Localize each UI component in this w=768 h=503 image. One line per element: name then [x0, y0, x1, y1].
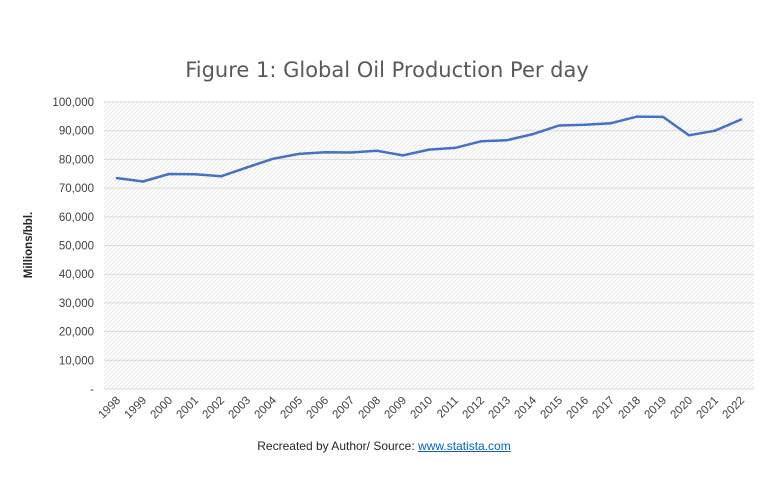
- x-tick-label: 2017: [591, 395, 618, 422]
- x-tick-label: 2001: [175, 395, 202, 422]
- y-tick-label: 20,000: [59, 327, 94, 339]
- y-tick-label: 80,000: [59, 154, 94, 166]
- data-point: [739, 118, 743, 121]
- x-tick-label: 1999: [123, 395, 150, 422]
- y-tick-label: 90,000: [59, 126, 94, 138]
- data-point: [141, 180, 145, 183]
- data-point: [531, 132, 535, 136]
- y-tick-label: 30,000: [59, 298, 94, 310]
- x-tick-label: 2022: [721, 395, 748, 422]
- x-tick-label: 2004: [253, 394, 280, 421]
- x-tick-label: 2015: [539, 395, 566, 422]
- gridlines: [104, 101, 754, 390]
- source-text: Recreated by Author/ Source:: [257, 439, 419, 453]
- y-axis-ticks: - 10,000 20,000 30,000 40,000 50,000 60,000 70,…: [52, 97, 94, 396]
- chart-title: Figure 1: Global Oil Production Per day: [185, 58, 589, 82]
- x-tick-label: 2005: [279, 395, 306, 422]
- x-tick-label: 2003: [227, 395, 254, 422]
- data-point: [427, 148, 431, 151]
- data-point: [219, 175, 223, 178]
- y-tick-label: 100,000: [52, 97, 94, 109]
- x-tick-label: 2012: [461, 395, 488, 422]
- y-tick-label: 60,000: [59, 212, 94, 224]
- data-point: [635, 115, 639, 118]
- data-point: [505, 138, 509, 142]
- x-tick-label: 2011: [435, 395, 461, 421]
- x-tick-label: 2006: [305, 395, 332, 422]
- data-point: [453, 146, 457, 150]
- data-point: [193, 173, 197, 176]
- x-tick-label: 2002: [201, 395, 228, 422]
- source-note: Recreated by Author/ Source: www.statist…: [0, 439, 768, 453]
- x-tick-label: 2000: [149, 395, 176, 422]
- y-tick-label: -: [90, 384, 94, 396]
- data-point: [297, 152, 301, 156]
- x-tick-label: 2019: [643, 395, 670, 422]
- data-point: [271, 157, 275, 161]
- data-point: [661, 115, 665, 119]
- x-tick-label: 2018: [617, 395, 644, 422]
- y-tick-label: 70,000: [59, 183, 94, 195]
- x-tick-label: 2020: [669, 395, 696, 422]
- data-point: [713, 129, 717, 132]
- series-group: [115, 115, 743, 183]
- x-tick-label: 2021: [695, 395, 722, 422]
- data-point: [557, 124, 561, 127]
- x-tick-label: 2007: [331, 395, 358, 422]
- data-point: [479, 140, 483, 143]
- x-axis-ticks: 1998 1999 2000 2001 2002 2003 2004 2005 2006 2007…: [97, 394, 748, 421]
- data-point: [115, 176, 119, 180]
- x-tick-label: 2013: [487, 395, 514, 422]
- y-axis-label: Millions/bbl.: [23, 212, 35, 278]
- y-tick-label: 10,000: [59, 355, 94, 367]
- line-chart: Figure 1: Global Oil Production Per day …: [23, 58, 754, 421]
- data-point: [349, 151, 353, 154]
- data-point: [245, 166, 249, 169]
- data-point: [609, 122, 613, 125]
- x-tick-label: 2009: [383, 395, 410, 422]
- data-point: [583, 123, 587, 126]
- y-tick-label: 50,000: [59, 241, 94, 253]
- data-point: [375, 149, 379, 152]
- data-point: [687, 134, 691, 137]
- x-tick-label: 1998: [97, 395, 124, 422]
- source-link[interactable]: www.statista.com: [418, 439, 511, 453]
- x-tick-label: 2008: [357, 395, 384, 422]
- data-point: [401, 154, 405, 157]
- x-tick-label: 2010: [409, 395, 436, 422]
- y-tick-label: 40,000: [59, 269, 94, 281]
- data-point: [323, 151, 327, 154]
- data-point: [167, 172, 171, 176]
- x-tick-label: 2016: [565, 395, 592, 422]
- x-tick-label: 2014: [513, 394, 540, 421]
